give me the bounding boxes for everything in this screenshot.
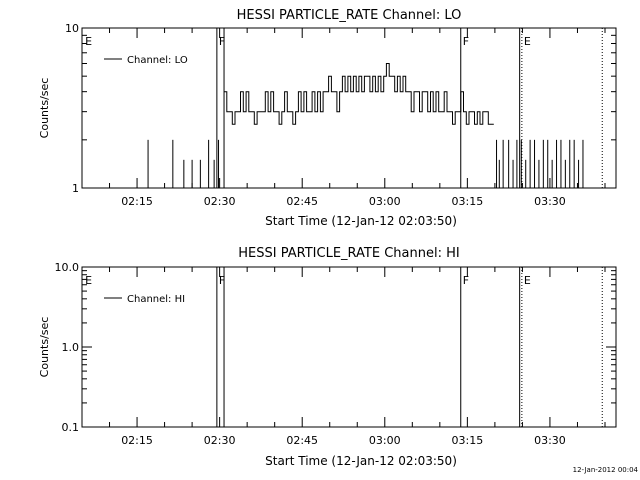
panel-1-x-tick-label: 02:45: [286, 434, 318, 447]
panel-1-y-axis-label: Counts/sec: [38, 317, 51, 378]
panel-1-y-tick-label: 1.0: [62, 341, 80, 354]
panel-0-x-tick-label: 02:30: [204, 195, 236, 208]
panel-0-x-tick-label: 03:30: [534, 195, 566, 208]
panel-1-legend-label: Channel: HI: [127, 294, 185, 305]
panel-0-event-marker-label: E: [524, 35, 531, 48]
panel-0-y-axis-label: Counts/sec: [38, 78, 51, 139]
panel-1-x-tick-label: 02:30: [204, 434, 236, 447]
panel-0-series-line: [224, 63, 494, 125]
panel-0-x-tick-label: 02:45: [286, 195, 318, 208]
panel-0-x-tick-label: 03:15: [452, 195, 484, 208]
panel-1-x-axis-label: Start Time (12-Jan-12 02:03:50): [265, 454, 457, 468]
panel-1-event-marker-label: E: [85, 274, 92, 287]
panel-0-x-axis-label: Start Time (12-Jan-12 02:03:50): [265, 214, 457, 228]
panel-1-x-tick-label: 02:15: [121, 434, 153, 447]
panel-0-y-tick-label: 1: [72, 182, 79, 195]
panel-1-x-tick-label: 03:00: [369, 434, 401, 447]
panel-0-title: HESSI PARTICLE_RATE Channel: LO: [237, 8, 462, 23]
panel-0-y-tick-label: 10: [65, 22, 79, 35]
panel-1-event-marker-label: F: [219, 274, 225, 287]
panel-1-title: HESSI PARTICLE_RATE Channel: HI: [238, 246, 459, 261]
panel-0-x-tick-label: 02:15: [121, 195, 153, 208]
panel-0-x-tick-label: 03:00: [369, 195, 401, 208]
panel-0-legend-label: Channel: LO: [127, 55, 188, 66]
panel-0-axes-frame: [81, 27, 617, 189]
panel-1-y-tick-label: 10.0: [55, 261, 80, 274]
panel-1-event-marker-label: E: [524, 274, 531, 287]
panel-1-x-tick-label: 03:30: [534, 434, 566, 447]
panel-0-event-marker-label: F: [463, 35, 469, 48]
footer-date: 12-Jan-2012 00:04: [573, 466, 639, 474]
panel-1-y-tick-label: 0.1: [62, 421, 80, 434]
panel-0-event-marker-label: E: [85, 35, 92, 48]
panel-0-event-marker-label: F: [219, 35, 225, 48]
panel-1-x-tick-label: 03:15: [452, 434, 484, 447]
panel-1-event-marker-label: F: [463, 274, 469, 287]
